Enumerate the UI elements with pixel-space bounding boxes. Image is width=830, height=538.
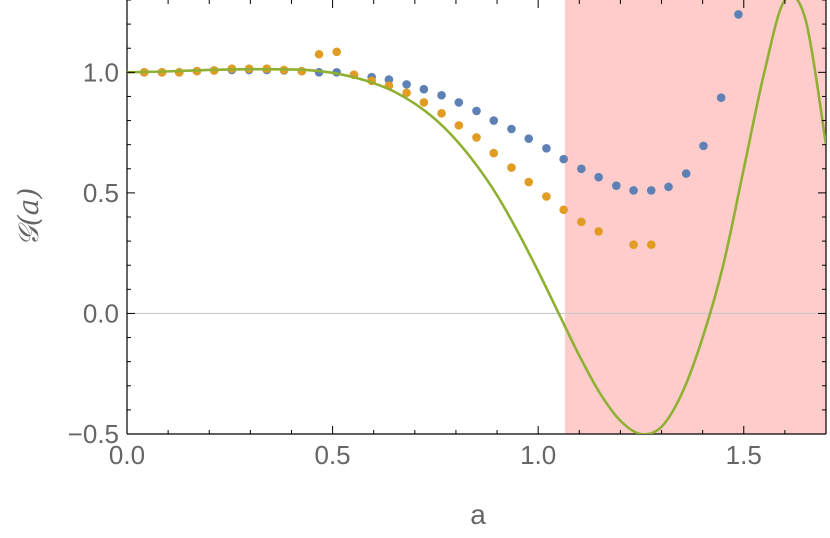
y-tick-label: −0.5 [68,419,119,449]
x-tick-label: 1.0 [520,440,556,470]
data-point [542,143,551,153]
y-axis-label: 𝒢(a) [12,188,45,246]
data-point [454,121,464,130]
data-point [489,148,499,158]
data-point [629,240,638,250]
data-point [699,141,708,151]
data-point [489,116,499,125]
data-point [454,98,464,107]
y-tick-label: 0.0 [83,298,119,328]
data-point [402,80,411,89]
tick-layer [126,0,827,435]
data-point [716,93,726,102]
x-axis-label: a [470,499,486,530]
data-point [577,164,586,174]
shaded-region [564,0,826,434]
data-point [559,205,568,215]
data-point [314,49,324,59]
data-point [332,47,342,57]
data-point [524,134,534,143]
data-point [507,124,516,134]
data-point [472,106,481,116]
x-tick-label: 1.5 [726,440,762,470]
data-point [577,217,586,227]
data-point [646,240,656,250]
data-point [681,169,691,178]
shaded-region-layer [564,0,826,434]
data-point [419,98,429,107]
data-point [664,182,673,192]
data-point [524,177,534,187]
data-point [402,88,411,98]
data-point [507,163,516,172]
data-point [419,84,429,94]
data-point [594,172,603,182]
data-point [542,192,551,201]
data-point [472,133,481,142]
data-point [559,154,568,164]
data-point [594,227,603,236]
data-point [646,186,656,195]
data-point [734,10,743,19]
data-point [437,90,446,100]
y-tick-label: 1.0 [83,57,119,87]
y-tick-label: 0.5 [83,178,119,208]
series-line-2 [127,0,826,434]
data-point [384,75,394,84]
series-layer [127,0,826,434]
data-point [612,181,621,190]
x-tick-label: 0.0 [109,440,145,470]
data-point [629,186,638,195]
data-point [437,109,446,118]
tick-label-layer: 0.0 0.5 1.0 1.5−0.50.00.51.0 [68,57,762,470]
x-tick-label: 0.5 [315,440,351,470]
